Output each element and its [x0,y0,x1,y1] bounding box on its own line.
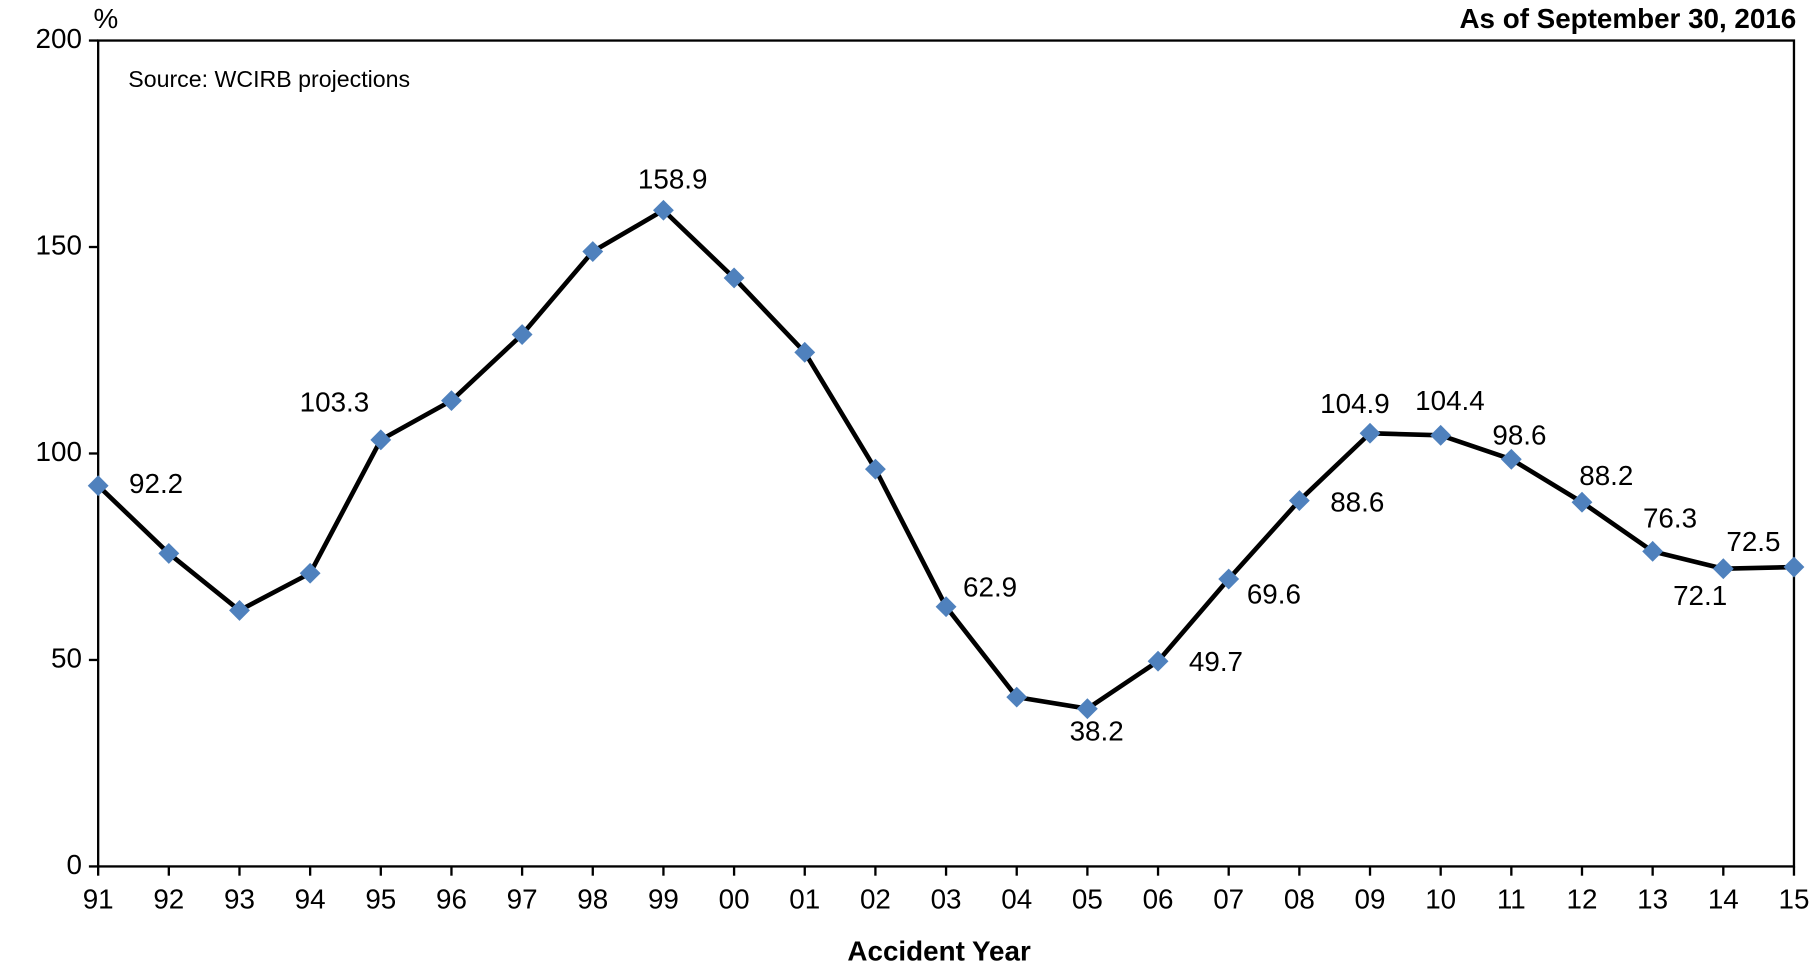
data-label: 49.7 [1189,646,1243,677]
data-point [441,390,462,412]
x-tick-label: 99 [648,884,679,915]
data-label: 72.1 [1673,580,1727,611]
x-tick-label: 96 [436,884,467,915]
plot-frame [97,39,1796,868]
data-point [794,341,816,363]
y-tick-label: 50 [51,642,82,673]
data-point [1288,490,1310,511]
chart-title: As of September 30, 2016 [1459,3,1796,34]
data-label: 158.9 [638,164,708,195]
x-tick-label: 91 [83,884,114,915]
data-point [1006,686,1028,708]
data-label: 98.6 [1492,420,1546,451]
data-point [299,562,321,584]
data-label: 92.2 [129,468,183,499]
x-tick-label: 93 [224,884,255,915]
y-tick-label: 200 [36,23,82,54]
source-note: Source: WCIRB projections [128,66,410,92]
x-tick-label: 13 [1637,884,1668,915]
x-tick-label: 92 [153,884,184,915]
x-tick-label: 95 [365,884,396,915]
data-point [1571,491,1593,513]
x-tick-label: 02 [860,884,891,915]
data-point [1147,650,1169,672]
data-label: 38.2 [1070,715,1124,746]
data-point [87,475,109,497]
x-tick-label: 04 [1001,884,1032,915]
x-tick-label: 15 [1779,884,1810,915]
x-axis-title: Accident Year [847,936,1031,967]
y-tick-label: 150 [36,229,82,260]
x-tick-label: 98 [577,884,608,915]
data-point [1500,448,1522,470]
x-tick-label: 09 [1355,884,1386,915]
x-tick-label: 07 [1213,884,1244,915]
y-tick-label: 100 [36,436,82,467]
x-tick-label: 97 [507,884,538,915]
data-point [511,324,533,345]
data-point [1430,424,1452,446]
data-point [1783,556,1805,578]
x-tick-label: 11 [1497,884,1526,915]
data-label: 76.3 [1643,502,1697,533]
data-point [582,241,604,262]
data-point [1218,568,1240,590]
x-tick-label: 14 [1708,884,1739,915]
data-label: 104.4 [1415,385,1485,416]
data-label: 88.2 [1579,460,1633,491]
data-point [1076,698,1098,720]
y-axis-label: % [94,3,119,34]
y-tick-label: 0 [66,849,81,880]
data-point [370,429,392,451]
data-label: 103.3 [300,386,370,417]
x-tick-label: 03 [931,884,962,915]
x-tick-label: 05 [1072,884,1103,915]
data-point [1712,558,1734,580]
data-label: 69.6 [1247,579,1301,610]
x-tick-label: 00 [719,884,750,915]
data-label: 72.5 [1726,526,1780,557]
data-point [229,599,250,621]
x-tick-label: 06 [1143,884,1174,915]
x-tick-label: 10 [1425,884,1456,915]
data-point [864,458,886,480]
x-tick-label: 12 [1567,884,1598,915]
data-label: 62.9 [963,572,1017,603]
x-tick-label: 08 [1284,884,1315,915]
data-label: 104.9 [1320,388,1390,419]
data-point [1642,540,1664,562]
data-line [96,207,1795,712]
x-tick-label: 94 [295,884,326,915]
x-tick-label: 01 [789,884,820,915]
data-label: 88.6 [1330,486,1384,517]
